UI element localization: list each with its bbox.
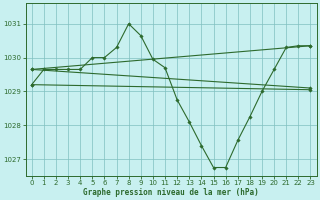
- X-axis label: Graphe pression niveau de la mer (hPa): Graphe pression niveau de la mer (hPa): [83, 188, 259, 197]
